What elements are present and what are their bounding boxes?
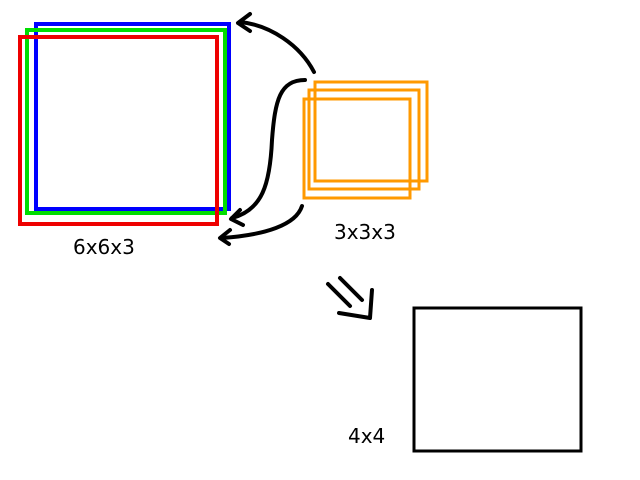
arrow-to-middle-head	[229, 208, 245, 227]
arrow-to-top-head	[236, 12, 252, 33]
arrow-to-middle	[230, 78, 307, 220]
filter-channel-back	[313, 80, 429, 183]
input-channel-green	[25, 28, 227, 215]
input-channel-blue	[34, 22, 231, 211]
result-arrow-line-2	[338, 276, 364, 302]
output-label: 4x4	[348, 424, 386, 448]
input-channel-red	[18, 35, 219, 226]
input-volume	[18, 22, 231, 226]
filter-label: 3x3x3	[334, 220, 396, 244]
filter-channel-front	[302, 97, 412, 200]
result-arrow-icon	[326, 276, 374, 320]
filter-channel-middle	[307, 88, 421, 191]
result-arrow-line-1	[326, 282, 352, 308]
arrow-to-bottom	[220, 204, 304, 240]
input-volume-label: 6x6x3	[73, 235, 135, 259]
filter-to-input-arrows	[218, 12, 316, 246]
output-feature-map	[412, 306, 583, 453]
result-arrow-head	[337, 288, 374, 320]
arrow-to-bottom-head	[218, 228, 232, 246]
filter-volume	[302, 80, 429, 200]
arrow-to-top	[238, 20, 316, 74]
